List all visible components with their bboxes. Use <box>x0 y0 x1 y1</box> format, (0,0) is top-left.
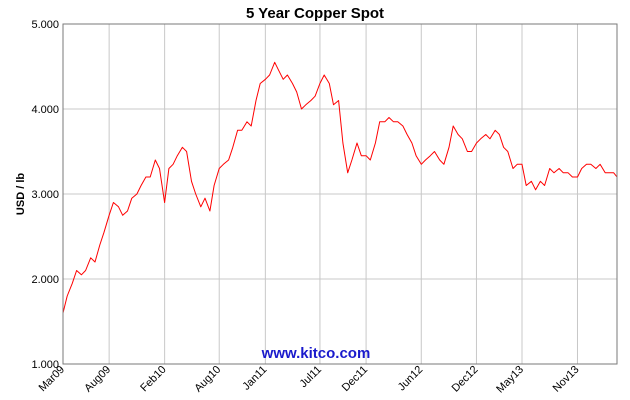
y-tick-label: 1.000 <box>31 359 59 371</box>
kitco-watermark[interactable]: www.kitco.com <box>261 345 371 362</box>
x-tick-label: Dec11 <box>340 364 370 394</box>
x-gridlines <box>108 24 578 364</box>
x-tick-label: Aug09 <box>82 364 113 395</box>
x-axis-ticks: Mar09 Aug09 Feb10 Aug10 Jan11 Jul11 Dec11 Jun12… <box>37 364 582 396</box>
y-axis-ticks: 1.000 2.000 3.000 4.000 5.000 <box>31 19 59 371</box>
x-tick-label: Dec12 <box>450 364 481 395</box>
copper-price-line <box>62 61 618 314</box>
x-tick-label: Aug10 <box>192 364 223 395</box>
y-tick-label: 4.000 <box>31 104 59 116</box>
y-axis-label: USD / lb <box>15 173 27 215</box>
x-tick-label: Jan11 <box>240 364 269 393</box>
plot-frame <box>62 23 618 365</box>
x-tick-label: Feb10 <box>138 364 169 395</box>
x-tick-label: Nov13 <box>551 364 582 395</box>
chart-title: 5 Year Copper Spot <box>246 5 384 22</box>
x-tick-label: May13 <box>494 364 526 396</box>
y-tick-label: 3.000 <box>31 189 59 201</box>
y-tick-label: 5.000 <box>31 19 59 31</box>
x-tick-label: Jul11 <box>298 364 325 391</box>
x-tick-label: Jun12 <box>396 364 426 394</box>
y-tick-label: 2.000 <box>31 274 59 286</box>
